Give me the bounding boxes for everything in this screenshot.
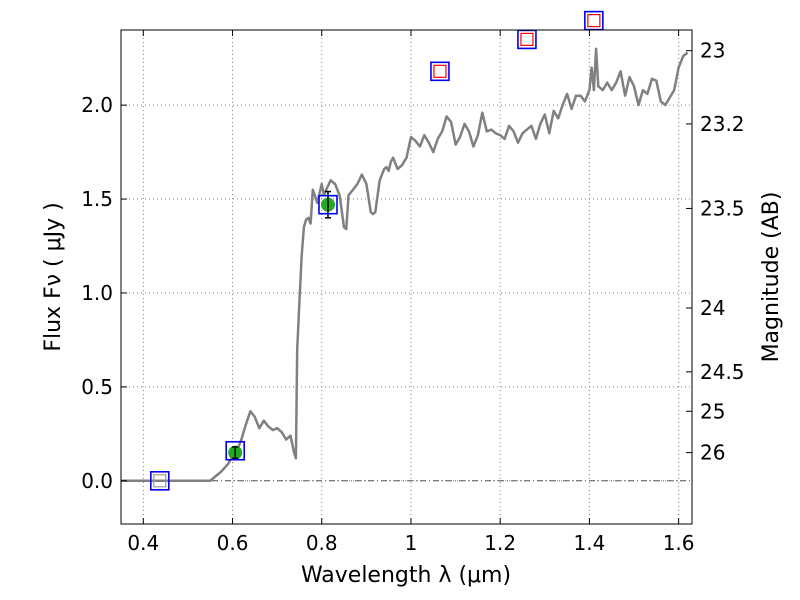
model-flux-box (318, 194, 338, 215)
model-flux-box (150, 470, 170, 491)
y2-tick-label: 23 (700, 39, 725, 63)
grid-lines (121, 30, 692, 524)
y2-tick-label: 23.2 (700, 112, 745, 136)
y-tick-label: 1.0 (81, 281, 113, 305)
x-tick-label: 1.2 (484, 531, 516, 555)
axis-ticks: 0.4 0.6 0.8 1 1.2 1.4 1.6 0.0 0.5 1.0 1.5 2.0 23 23.2… (81, 30, 745, 555)
y-tick-label: 2.0 (81, 93, 113, 117)
y-tick-label: 0.5 (81, 375, 113, 399)
y-axis-label: Flux Fν ( μJy ) (41, 202, 66, 351)
sed-line (121, 47, 689, 483)
y2-axis-label: Magnitude (AB) (759, 192, 784, 363)
y2-tick-label: 23.5 (700, 196, 745, 220)
y2-tick-label: 26 (700, 441, 725, 465)
y-tick-label: 0.0 (81, 469, 113, 493)
y2-tick-label: 25 (700, 399, 725, 423)
model-flux-box (430, 61, 450, 82)
plot-frame (120, 29, 693, 525)
x-tick-label: 1.6 (663, 531, 695, 555)
sed-series (121, 47, 689, 483)
x-tick-label: 0.6 (217, 531, 249, 555)
x-tick-label: 0.4 (127, 531, 159, 555)
x-axis-label: Wavelength λ (μm) (301, 563, 511, 588)
y2-tick-label: 24 (700, 296, 725, 320)
model-flux-box (225, 440, 245, 461)
x-tick-label: 0.8 (306, 531, 338, 555)
upper-limit-marker (433, 64, 447, 78)
x-tick-label: 1 (405, 531, 418, 555)
y2-tick-label: 24.5 (700, 360, 745, 384)
y-tick-label: 1.5 (81, 187, 113, 211)
upper-limit-marker (587, 14, 601, 28)
upper-limit-marker (153, 474, 167, 488)
upper-limit-marker (520, 32, 534, 46)
photometry-points (150, 10, 604, 491)
x-tick-label: 1.4 (573, 531, 605, 555)
